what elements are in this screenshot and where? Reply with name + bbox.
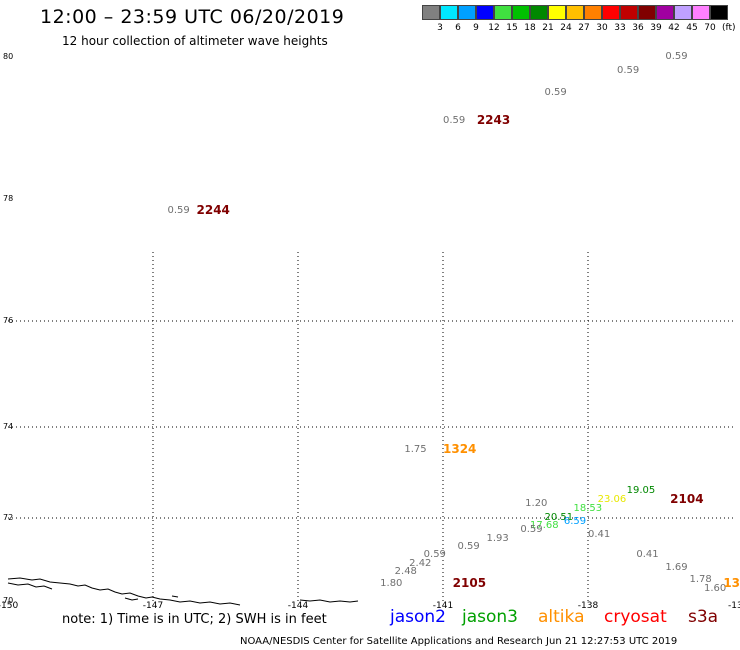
satellite-altika: altika (538, 607, 585, 627)
legend-swatch (440, 5, 458, 20)
graticule (8, 252, 733, 601)
map-title: 12:00 – 23:59 UTC 06/20/2019 (40, 6, 345, 28)
legend-swatch (674, 5, 692, 20)
latitude-label: 74 (3, 422, 14, 431)
wave-height-value: 2.48 (394, 565, 417, 577)
legend-label: 21 (542, 23, 554, 33)
wave-height-value: 0.59 (617, 65, 640, 77)
latitude-label: 76 (3, 316, 14, 325)
legend-swatch (584, 5, 602, 20)
wave-height-value: 0.41 (636, 549, 659, 561)
latitude-label: 78 (3, 194, 14, 203)
legend-label: 45 (686, 23, 698, 33)
wave-height-value: 0.59 (665, 51, 688, 62)
legend-swatch (494, 5, 512, 20)
pass-time-label: 2105 (452, 576, 487, 591)
legend-label: 12 (488, 23, 500, 33)
longitude-label: -13 (728, 601, 740, 611)
wave-height-value: 0.59 (544, 86, 567, 98)
pass-time-label: 13 (723, 576, 740, 591)
wave-height-value: 23.06 (597, 493, 627, 505)
legend-unit: (ft) (722, 23, 736, 33)
wave-height-value: 19.05 (626, 484, 656, 496)
wave-height-value: 1.60 (704, 582, 727, 594)
legend-label: 42 (668, 23, 680, 33)
legend-label: 39 (650, 23, 662, 33)
pass-time-label: 2243 (476, 112, 511, 127)
legend-swatch (656, 5, 674, 20)
longitude-label: -147 (142, 601, 164, 611)
satellite-jason3: jason3 (462, 607, 518, 627)
legend-label: 27 (578, 23, 590, 33)
coastline (7, 577, 359, 606)
wave-height-value: 6.59 (563, 516, 587, 528)
map-subtitle: 12 hour collection of altimeter wave hei… (62, 34, 328, 48)
legend-swatch (692, 5, 710, 20)
legend-swatch (602, 5, 620, 20)
satellite-jason2: jason2 (390, 607, 446, 627)
wave-height-value: 2.42 (409, 557, 432, 569)
latitude-label: 80 (3, 52, 14, 61)
wave-height-value: 18.53 (573, 502, 603, 514)
wave-height-value: 1.80 (380, 578, 403, 590)
legend-swatch (620, 5, 638, 20)
latitude-label: 72 (3, 513, 14, 522)
latitude-label: 70 (3, 596, 14, 605)
legend-label: 33 (614, 23, 626, 33)
legend-label: 6 (455, 23, 461, 33)
wave-height-value: 0.59 (443, 114, 466, 126)
legend-swatch (638, 5, 656, 20)
footer-credit: NOAA/NESDIS Center for Satellite Applica… (240, 636, 678, 647)
longitude-label: -150 (0, 601, 19, 611)
wave-height-value: 0.41 (588, 528, 611, 540)
legend-label: 24 (560, 23, 572, 33)
legend-label: 36 (632, 23, 644, 33)
legend-label: 15 (506, 23, 518, 33)
legend-swatch (458, 5, 476, 20)
legend-swatch (566, 5, 584, 20)
legend-label: 18 (524, 23, 536, 33)
legend-swatch (530, 5, 548, 20)
longitude-label: -141 (432, 601, 454, 611)
legend-label: 70 (704, 23, 716, 33)
wave-height-value: 1.20 (525, 498, 548, 510)
wave-height-value: 0.59 (167, 205, 190, 217)
legend-swatch (710, 5, 728, 20)
satellite-cryosat: cryosat (604, 607, 667, 627)
satellite-s3a: s3a (688, 607, 719, 627)
wave-height-value: 0.59 (423, 549, 446, 561)
legend-swatch (476, 5, 494, 20)
pass-time-label: 2104 (670, 491, 704, 506)
wave-height-value: 20.51 (544, 512, 574, 523)
legend-label: 3 (437, 23, 443, 33)
legend-swatch (422, 5, 440, 20)
legend-label: 30 (596, 23, 608, 33)
wave-height-value: 1.75 (404, 443, 427, 455)
wave-height-value: 1.78 (689, 574, 712, 586)
pass-time-label: 2244 (196, 203, 230, 218)
longitude-label: -138 (577, 601, 599, 611)
legend-label: 9 (473, 23, 479, 33)
note-text: note: 1) Time is in UTC; 2) SWH is in fe… (62, 612, 327, 627)
wave-height-value: 1.93 (486, 532, 509, 544)
longitude-label: -144 (287, 601, 309, 611)
wave-height-value: 0.59 (457, 541, 480, 553)
legend-swatch (548, 5, 566, 20)
wave-height-value: 17.68 (530, 520, 559, 532)
wave-height-value: 0.59 (520, 524, 543, 536)
legend-swatch (512, 5, 530, 20)
wave-height-value: 1.69 (665, 561, 688, 573)
pass-time-label: 1324 (443, 441, 477, 456)
